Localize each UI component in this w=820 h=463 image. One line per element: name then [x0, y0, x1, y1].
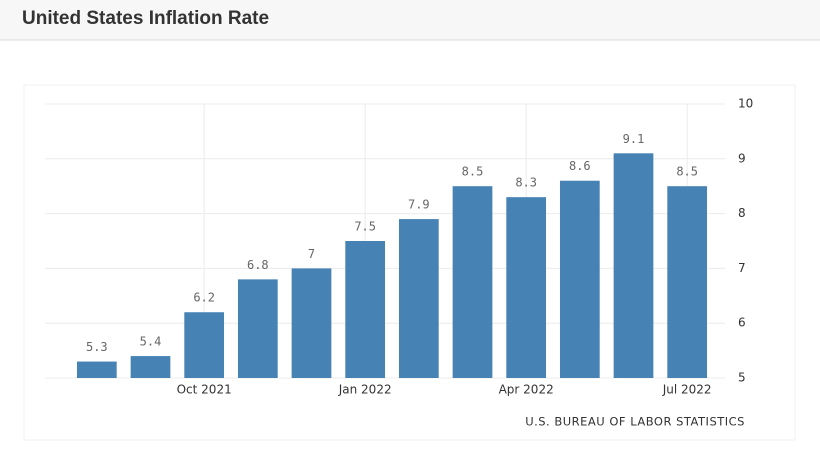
- y-tick-label: 8: [738, 206, 746, 220]
- value-label: 7.9: [408, 198, 430, 212]
- value-label: 8.6: [569, 159, 591, 173]
- bar: [506, 197, 547, 378]
- y-tick-label: 5: [738, 371, 746, 385]
- x-tick-label: Oct 2021: [177, 383, 232, 397]
- value-label: 6.2: [193, 291, 215, 305]
- bar: [76, 361, 117, 378]
- y-tick-label: 7: [738, 261, 746, 275]
- y-tick-label: 9: [738, 151, 746, 165]
- bar: [452, 186, 493, 378]
- value-label: 9.1: [623, 132, 645, 146]
- bar: [559, 180, 600, 378]
- y-tick-label: 6: [738, 316, 746, 330]
- bar: [613, 153, 654, 378]
- bar: [345, 241, 386, 378]
- value-label: 6.8: [247, 258, 269, 272]
- bar: [398, 219, 439, 378]
- x-tick-label: Jan 2022: [338, 383, 392, 397]
- bar: [237, 279, 278, 378]
- value-label: 5.3: [86, 340, 108, 354]
- value-label: 8.5: [676, 165, 698, 179]
- x-tick-label: Jul 2022: [662, 383, 712, 397]
- value-label: 8.3: [515, 176, 537, 190]
- bar: [667, 186, 708, 378]
- value-label: 7: [308, 247, 315, 261]
- x-tick-label: Apr 2022: [499, 383, 554, 397]
- value-label: 5.4: [140, 335, 162, 349]
- bar: [184, 312, 225, 378]
- chart-title: United States Inflation Rate: [22, 8, 269, 29]
- y-tick-label: 10: [738, 97, 753, 111]
- source-label: U.S. BUREAU OF LABOR STATISTICS: [525, 415, 745, 429]
- value-label: 8.5: [462, 165, 484, 179]
- chart-panel: [23, 84, 796, 441]
- bar: [130, 356, 171, 378]
- bar: [291, 268, 332, 378]
- header-bar: [0, 0, 820, 40]
- value-label: 7.5: [354, 220, 376, 234]
